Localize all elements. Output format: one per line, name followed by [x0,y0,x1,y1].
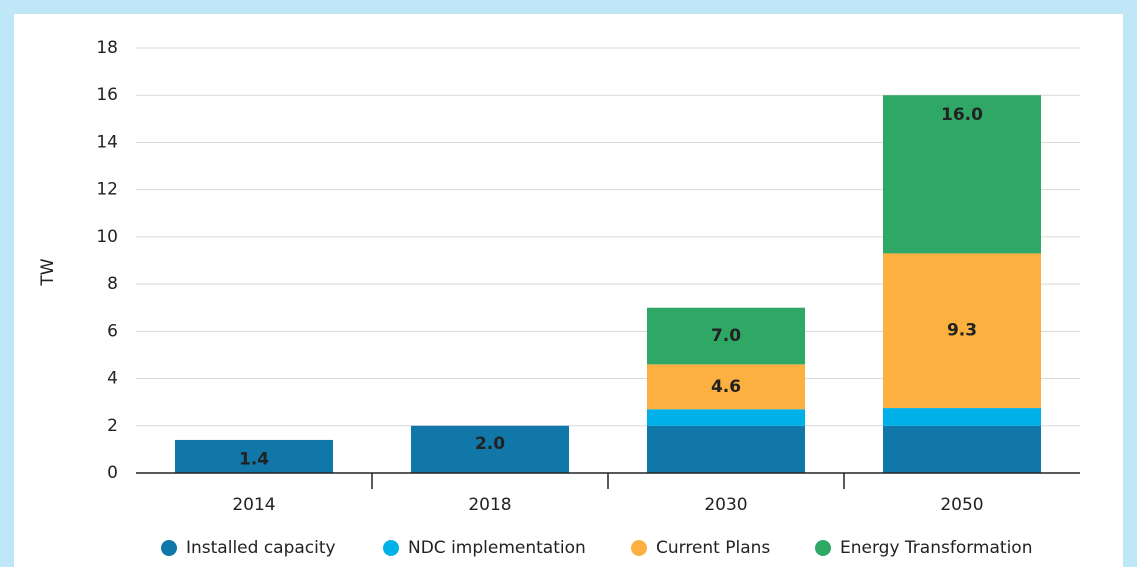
y-tick-label: 12 [96,180,118,200]
y-tick-label: 4 [107,369,118,389]
legend-label: Energy Transformation [840,538,1032,558]
legend-marker [815,540,831,556]
y-tick-label: 6 [107,321,118,341]
x-tick-label: 2018 [468,495,511,515]
y-tick-label: 0 [107,463,118,483]
x-tick-label: 2050 [940,495,983,515]
bar-segment [175,439,333,473]
legend-marker [161,540,177,556]
data-label: 2.0 [475,434,505,454]
data-label: 4.6 [711,377,741,397]
y-tick-label: 2 [107,416,118,436]
bar-segment [883,253,1041,409]
data-label: 9.3 [947,321,977,341]
y-tick-label: 10 [96,227,118,247]
bar-segment [411,425,569,473]
legend-label: Installed capacity [186,538,336,558]
y-tick-label: 14 [96,132,118,152]
legend-marker [383,540,399,556]
bar-segment [883,408,1041,426]
bar-segment [647,425,805,473]
bar-segment [647,364,805,410]
y-tick-label: 18 [96,38,118,58]
legend-label: NDC implementation [408,538,586,558]
data-label: 16.0 [941,105,983,125]
y-tick-label: 16 [96,85,118,105]
bar-segment [883,425,1041,473]
y-axis-label: TW [38,258,58,286]
bar-segment [647,307,805,365]
legend-marker [631,540,647,556]
bar-segment [883,95,1041,254]
x-tick-label: 2014 [232,495,275,515]
legend-label: Current Plans [656,538,770,558]
data-label: 7.0 [711,326,741,346]
x-tick-label: 2030 [704,495,747,515]
bar-segment [647,409,805,426]
y-tick-label: 8 [107,274,118,294]
data-label: 1.4 [239,449,269,469]
